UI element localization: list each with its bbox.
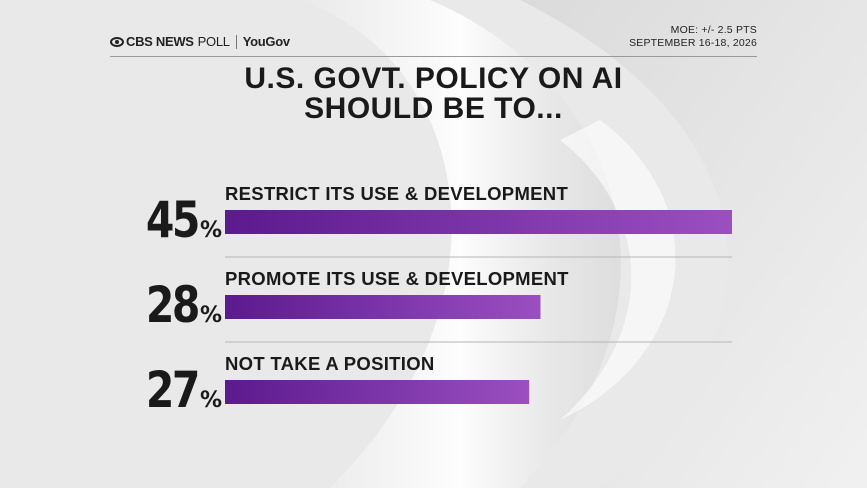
poll-meta: MOE: +/- 2.5 PTS SEPTEMBER 16-18, 2026	[629, 24, 757, 50]
category-label: NOT TAKE A POSITION	[225, 353, 435, 374]
value-label: 27	[146, 361, 198, 419]
chart-title: U.S. GOVT. POLICY ON AI SHOULD BE TO...	[110, 64, 757, 124]
header-bar: CBS NEWS POLL YouGov MOE: +/- 2.5 PTS SE…	[110, 24, 757, 54]
category-label: PROMOTE ITS USE & DEVELOPMENT	[225, 268, 569, 289]
partner-logo: YouGov	[242, 34, 290, 49]
value-label: 28	[146, 276, 198, 334]
poll-dates: SEPTEMBER 16-18, 2026	[629, 37, 757, 49]
header-divider	[110, 56, 757, 57]
percent-sign: %	[200, 218, 222, 243]
bar	[225, 210, 732, 234]
chart-title-line-2: SHOULD BE TO...	[304, 92, 563, 125]
margin-of-error: MOE: +/- 2.5 PTS	[670, 24, 757, 36]
brand-name: CBS NEWS	[126, 34, 194, 49]
bar	[225, 380, 530, 404]
value-label: 45	[146, 191, 198, 249]
bar	[225, 295, 541, 319]
cbs-eye-icon	[110, 36, 124, 47]
brand-poll-label: POLL	[197, 34, 230, 49]
chart-title-line-1: U.S. GOVT. POLICY ON AI	[244, 62, 623, 95]
category-label: RESTRICT ITS USE & DEVELOPMENT	[225, 183, 568, 204]
percent-sign: %	[200, 303, 222, 328]
percent-sign: %	[200, 388, 222, 413]
brand-logo: CBS NEWS POLL YouGov	[110, 34, 290, 49]
brand-divider	[235, 34, 237, 49]
